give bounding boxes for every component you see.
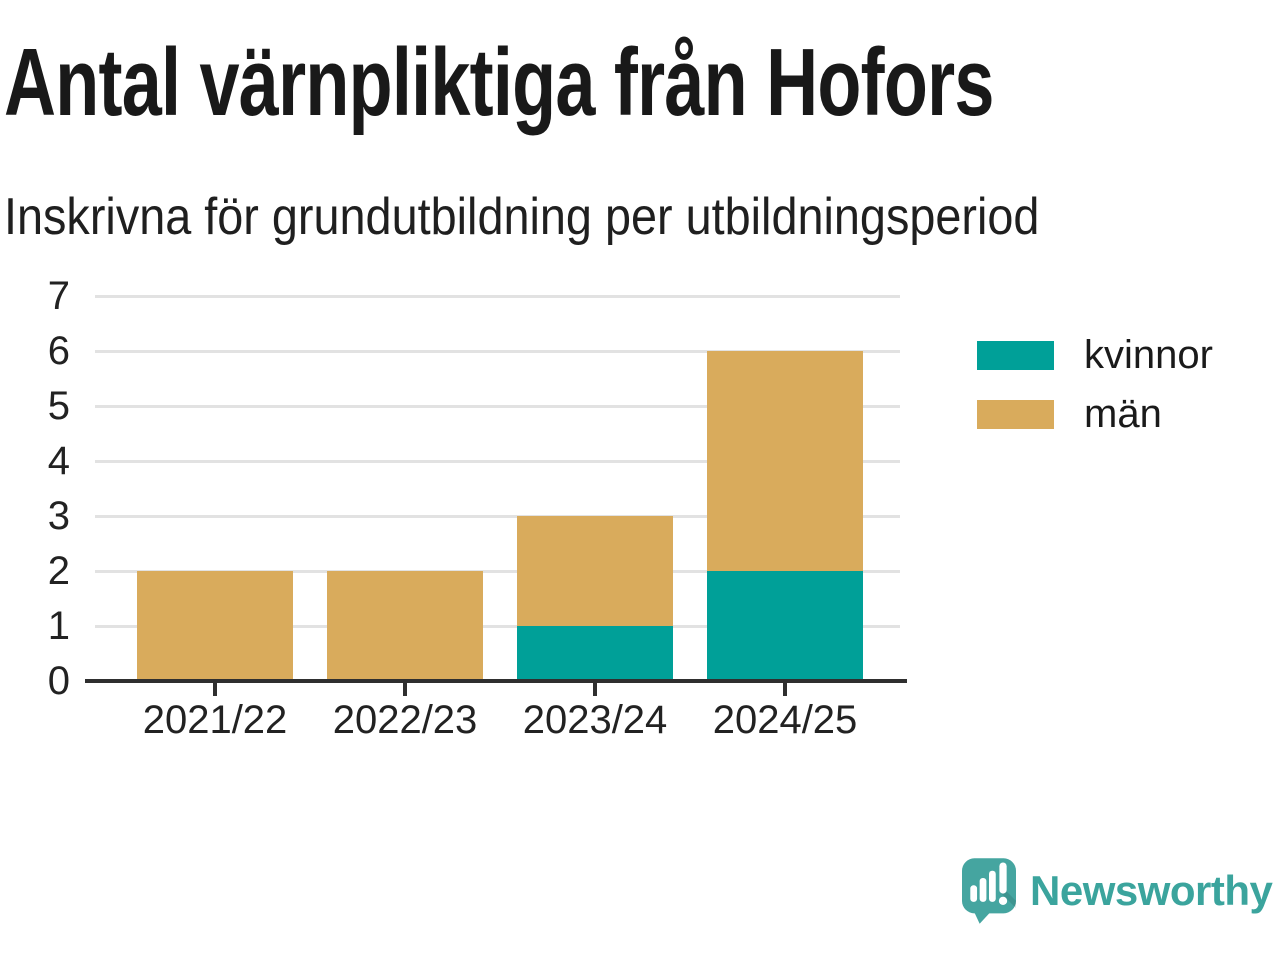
gridline: [95, 405, 900, 408]
gridline: [95, 350, 900, 353]
x-axis-tick-label: 2024/25: [712, 698, 858, 742]
legend-label-1: män: [1084, 392, 1162, 436]
gridline: [95, 460, 900, 463]
gridline: [95, 570, 900, 573]
newsworthy-speech-bubble-bars-icon: [962, 858, 1016, 924]
x-axis-tick-label: 2021/22: [142, 698, 288, 742]
legend-swatch-1: [977, 399, 1054, 429]
legend-swatch-0: [977, 340, 1054, 370]
y-axis-tick-label: 2: [47, 549, 70, 593]
x-axis-tick-label: 2023/24: [522, 698, 668, 742]
bar-segment-m-n-2021-22: [137, 571, 293, 681]
x-axis-tick-mark: [213, 683, 217, 696]
bar-segment-kvinnor-2023-24: [517, 626, 673, 681]
x-axis-line: [85, 679, 907, 683]
x-axis-tick-mark: [783, 683, 787, 696]
legend-label-0: kvinnor: [1084, 333, 1213, 377]
bar-segment-m-n-2024-25: [707, 351, 863, 571]
bar-segment-m-n-2023-24: [517, 516, 673, 626]
bar-segment-kvinnor-2024-25: [707, 571, 863, 681]
y-axis-tick-label: 0: [47, 659, 70, 703]
gridline: [95, 295, 900, 298]
legend-item-1: män: [977, 394, 1213, 434]
bar-segment-m-n-2022-23: [327, 571, 483, 681]
legend-item-0: kvinnor: [977, 335, 1213, 375]
newsworthy-branding: Newsworthy: [962, 858, 1273, 924]
y-axis-tick-label: 4: [47, 439, 70, 483]
y-axis: 0 1 2 3 4 5 6 7: [0, 276, 70, 701]
plot-area: [95, 295, 900, 681]
newsworthy-logo-text: Newsworthy: [1030, 867, 1273, 914]
legend: kvinnor män: [977, 335, 1213, 458]
x-axis-tick-mark: [403, 683, 407, 696]
gridline: [95, 515, 900, 518]
y-axis-tick-label: 6: [47, 329, 70, 373]
x-axis-tick-mark: [593, 683, 597, 696]
gridline: [95, 625, 900, 628]
y-axis-tick-label: 7: [47, 274, 70, 318]
x-axis-tick-label: 2022/23: [332, 698, 478, 742]
y-axis-tick-label: 1: [47, 604, 70, 648]
y-axis-tick-label: 3: [47, 494, 70, 538]
y-axis-tick-label: 5: [47, 384, 70, 428]
chart-title: Antal värnpliktiga från Hofors: [4, 29, 994, 136]
chart-subtitle: Inskrivna för grundutbildning per utbild…: [4, 188, 1040, 246]
